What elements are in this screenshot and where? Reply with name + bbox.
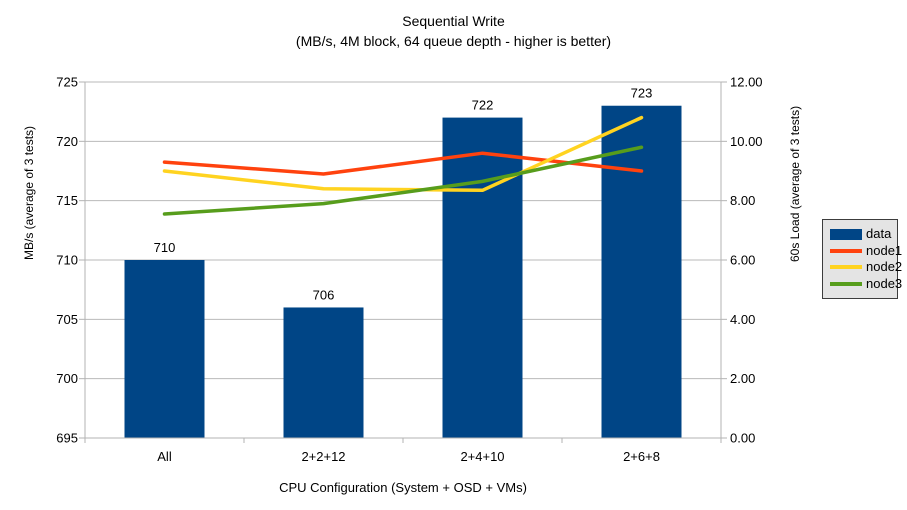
y-left-tick-label: 715 [56, 193, 78, 208]
legend-item-node3: node3 [830, 276, 902, 291]
legend-item-node2: node2 [830, 260, 902, 274]
y-right-tick-label: 6.00 [730, 253, 755, 268]
legend-swatch-node2 [830, 265, 862, 270]
legend: data node1 node2 node3 [822, 219, 902, 299]
y-right-tick-label: 2.00 [730, 371, 755, 386]
line-node2 [162, 115, 644, 193]
bar-2+4+10 [442, 117, 523, 438]
legend-label: data [866, 226, 892, 241]
x-category-label: 2+2+12 [301, 449, 345, 464]
bar-value-label: 722 [472, 98, 494, 113]
legend-swatch-node1 [830, 248, 862, 253]
legend-swatch-node3 [830, 281, 862, 286]
y-right-tick-label: 12.00 [730, 75, 763, 90]
x-category-label: 2+6+8 [623, 449, 660, 464]
y-left-tick-label: 705 [56, 312, 78, 327]
legend-label: node1 [866, 242, 903, 258]
bar-value-label: 706 [313, 287, 335, 302]
bar-2+6+8 [601, 105, 682, 438]
y-left-tick-label: 720 [56, 134, 78, 149]
y-right-tick-label: 8.00 [730, 193, 755, 208]
legend-item-data: data [830, 227, 893, 241]
bar-value-label: 723 [631, 86, 653, 101]
bar-All [124, 260, 205, 438]
y-left-tick-label: 700 [56, 371, 78, 386]
chart-subtitle: (MB/s, 4M block, 64 queue depth - higher… [295, 33, 612, 49]
line-node1 [162, 151, 644, 176]
y-right-tick-label: 4.00 [730, 312, 755, 327]
chart-title: Sequential Write [402, 13, 505, 29]
x-axis-title: CPU Configuration (System + OSD + VMs) [279, 480, 527, 495]
legend-swatch-data [830, 228, 862, 240]
legend-label: node2 [866, 259, 903, 275]
legend-label: node3 [866, 275, 903, 291]
x-category-label: 2+4+10 [460, 449, 504, 464]
bar-value-label: 710 [154, 240, 176, 255]
y-left-tick-label: 695 [56, 431, 78, 446]
y-left-tick-label: 725 [56, 75, 78, 90]
x-category-label: All [157, 449, 172, 464]
line-node3 [162, 145, 644, 216]
legend-item-node1: node1 [830, 243, 902, 258]
y-right-tick-label: 10.00 [730, 134, 763, 149]
y-left-tick-label: 710 [56, 253, 78, 268]
y-right-tick-label: 0.00 [730, 431, 755, 446]
bar-2+2+12 [283, 307, 364, 438]
